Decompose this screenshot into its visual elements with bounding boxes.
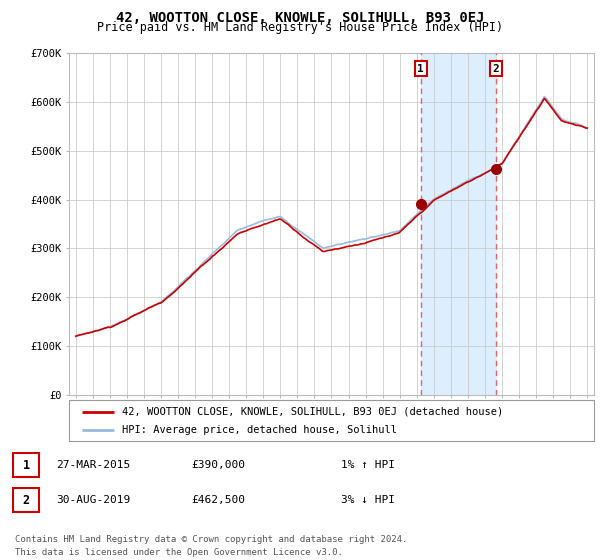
Text: 1: 1 [23, 459, 30, 472]
FancyBboxPatch shape [13, 488, 40, 512]
Text: 27-MAR-2015: 27-MAR-2015 [56, 460, 130, 470]
Text: 2: 2 [23, 493, 30, 507]
FancyBboxPatch shape [13, 453, 40, 478]
Bar [421, 53, 496, 395]
Text: 42, WOOTTON CLOSE, KNOWLE, SOLIHULL, B93 0EJ: 42, WOOTTON CLOSE, KNOWLE, SOLIHULL, B93… [116, 11, 484, 25]
Text: Price paid vs. HM Land Registry's House Price Index (HPI): Price paid vs. HM Land Registry's House … [97, 21, 503, 34]
Text: 1% ↑ HPI: 1% ↑ HPI [341, 460, 395, 470]
Text: 42, WOOTTON CLOSE, KNOWLE, SOLIHULL, B93 0EJ (detached house): 42, WOOTTON CLOSE, KNOWLE, SOLIHULL, B93… [121, 407, 503, 417]
Text: 2: 2 [493, 64, 500, 73]
FancyBboxPatch shape [69, 400, 594, 441]
Text: Contains HM Land Registry data © Crown copyright and database right 2024.: Contains HM Land Registry data © Crown c… [15, 535, 407, 544]
Text: HPI: Average price, detached house, Solihull: HPI: Average price, detached house, Soli… [121, 425, 397, 435]
Text: £390,000: £390,000 [191, 460, 245, 470]
Text: £462,500: £462,500 [191, 495, 245, 505]
Text: 30-AUG-2019: 30-AUG-2019 [56, 495, 130, 505]
Text: This data is licensed under the Open Government Licence v3.0.: This data is licensed under the Open Gov… [15, 548, 343, 557]
Text: 3% ↓ HPI: 3% ↓ HPI [341, 495, 395, 505]
Text: 1: 1 [418, 64, 424, 73]
